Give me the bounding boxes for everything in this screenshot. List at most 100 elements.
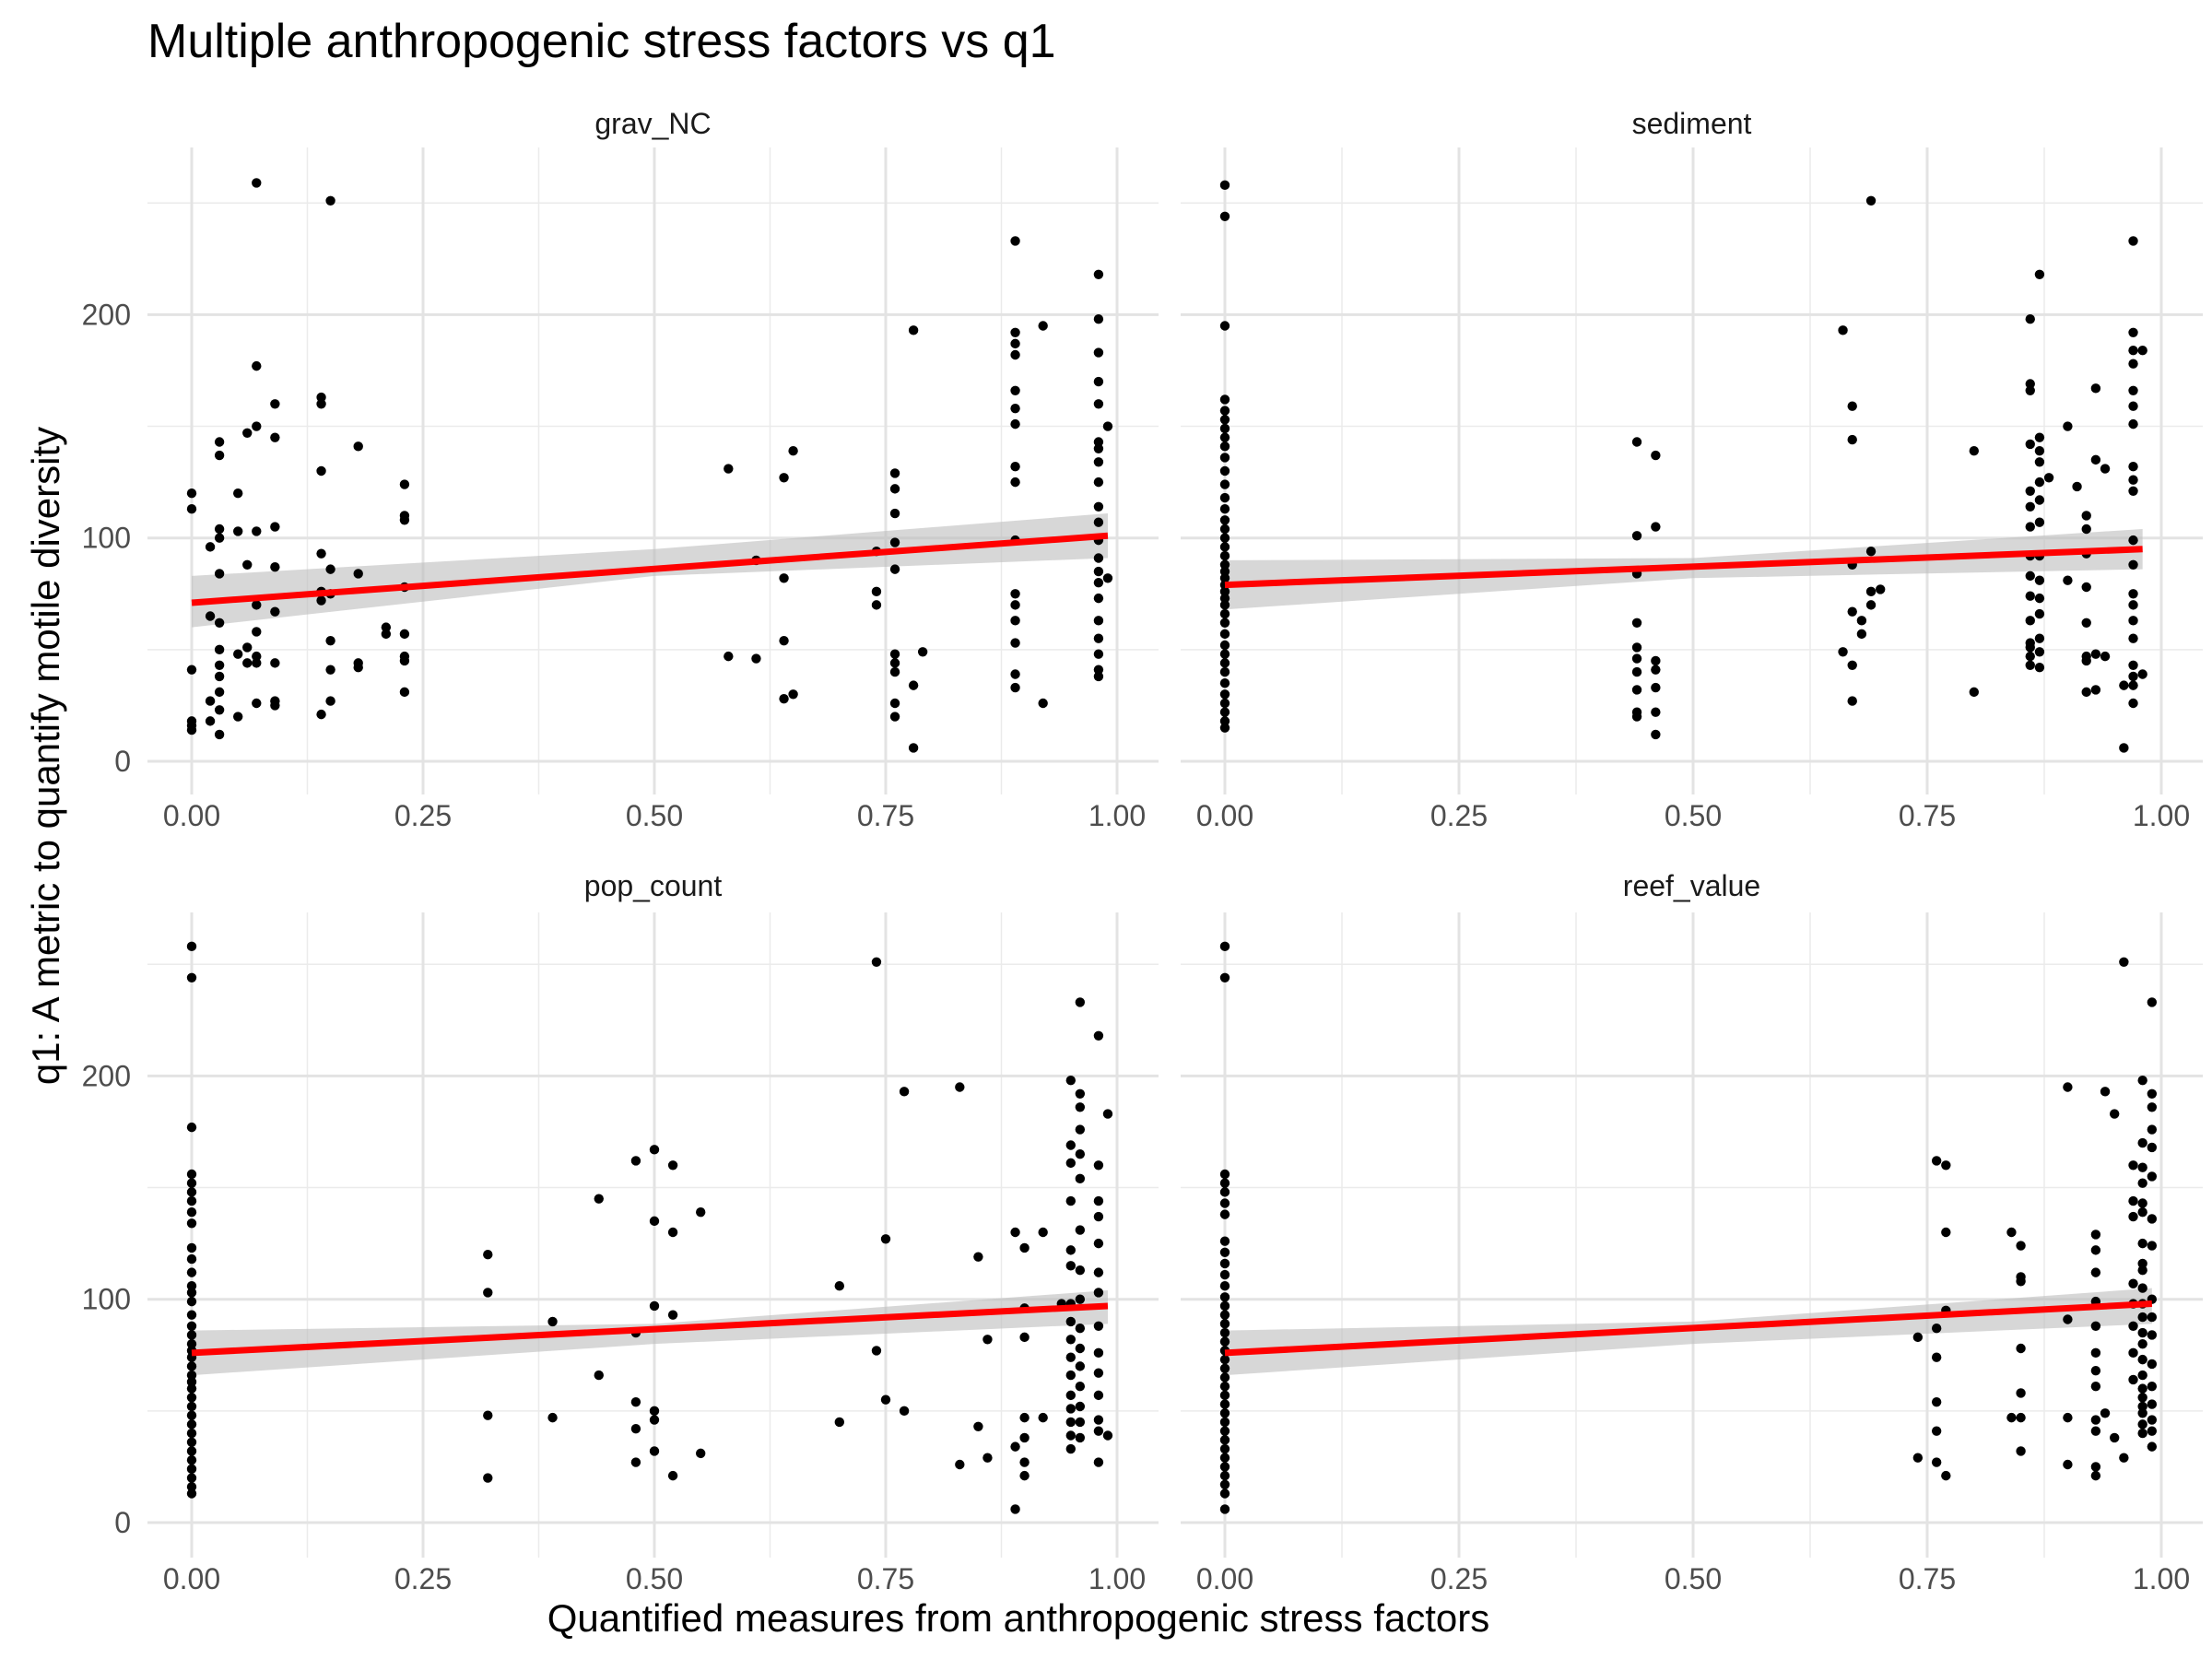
- data-point: [1065, 1404, 1077, 1414]
- data-point: [1219, 465, 1230, 477]
- data-point: [2137, 1338, 2147, 1349]
- data-point: [2063, 1459, 2073, 1470]
- data-point: [1219, 600, 1230, 610]
- data-point: [1865, 586, 1877, 597]
- data-point: [1219, 1310, 1230, 1320]
- data-point: [2081, 618, 2091, 628]
- data-point: [214, 660, 225, 671]
- data-point: [2100, 1408, 2111, 1418]
- data-point: [1019, 1332, 1030, 1343]
- data-point: [2137, 1238, 2147, 1249]
- data-point: [1219, 1453, 1230, 1463]
- data-point: [2137, 1401, 2147, 1412]
- data-point: [1075, 1361, 1086, 1371]
- data-point: [1876, 584, 1886, 594]
- data-point: [1219, 1399, 1230, 1409]
- data-point: [1093, 665, 1104, 675]
- data-point: [1075, 1381, 1086, 1392]
- data-point: [1065, 1352, 1077, 1362]
- data-point: [2147, 1214, 2158, 1224]
- data-point: [2137, 1198, 2147, 1208]
- data-point: [1651, 665, 1661, 675]
- data-point: [1065, 1430, 1077, 1441]
- data-point: [982, 1453, 993, 1463]
- data-point: [1651, 682, 1661, 693]
- data-point: [955, 1459, 965, 1470]
- x-tick-label: 0.00: [163, 799, 220, 832]
- data-point: [2025, 616, 2035, 626]
- data-point: [1019, 1432, 1030, 1443]
- x-tick-label: 0.25: [394, 1562, 452, 1595]
- data-point: [2090, 1245, 2101, 1255]
- data-point: [649, 1446, 660, 1456]
- data-point: [2034, 445, 2045, 456]
- x-tick-label: 0.00: [1196, 799, 1253, 832]
- data-point: [880, 1234, 891, 1244]
- data-point: [2025, 591, 2035, 601]
- data-point: [2128, 345, 2138, 356]
- data-point: [1093, 577, 1104, 588]
- data-point: [186, 1310, 197, 1320]
- data-point: [2081, 524, 2091, 535]
- x-tick-label: 0.00: [1196, 1562, 1253, 1595]
- data-point: [1219, 677, 1230, 688]
- data-point: [2147, 1359, 2158, 1370]
- data-point: [1093, 1160, 1104, 1171]
- data-point: [186, 1178, 197, 1188]
- data-point: [1651, 655, 1661, 666]
- data-point: [214, 533, 225, 543]
- data-point: [1075, 1124, 1086, 1135]
- data-point: [186, 1280, 197, 1291]
- data-point: [214, 729, 225, 740]
- data-point: [2128, 236, 2138, 246]
- x-tick-label: 0.25: [1430, 1562, 1488, 1595]
- data-point: [2128, 385, 2138, 395]
- x-tick-label: 1.00: [1088, 1562, 1146, 1595]
- data-point: [871, 586, 882, 597]
- data-point: [186, 1288, 197, 1298]
- data-point: [2137, 1354, 2147, 1365]
- data-point: [1219, 211, 1230, 221]
- data-point: [917, 647, 928, 657]
- data-point: [214, 671, 225, 682]
- data-point: [2137, 1419, 2147, 1430]
- data-point: [788, 689, 798, 700]
- data-point: [270, 606, 280, 617]
- data-point: [242, 428, 253, 439]
- data-point: [1075, 1225, 1086, 1235]
- data-point: [1219, 1504, 1230, 1514]
- data-point: [2147, 1415, 2158, 1425]
- data-point: [325, 635, 335, 646]
- data-point: [2128, 616, 2138, 626]
- data-point: [1075, 1401, 1086, 1412]
- data-point: [908, 680, 919, 690]
- data-point: [2034, 495, 2045, 505]
- data-point: [1219, 1319, 1230, 1329]
- data-point: [2072, 481, 2082, 492]
- data-point: [630, 1156, 641, 1166]
- data-point: [1219, 666, 1230, 677]
- data-point: [2090, 1230, 2101, 1240]
- data-point: [242, 642, 253, 653]
- data-point: [1219, 1381, 1230, 1392]
- data-point: [1219, 406, 1230, 416]
- data-point: [1075, 1294, 1086, 1304]
- data-point: [1856, 616, 1867, 626]
- data-point: [667, 1470, 678, 1481]
- data-point: [1931, 1352, 1942, 1362]
- data-point: [2016, 1343, 2026, 1354]
- data-point: [1010, 338, 1020, 349]
- data-point: [871, 957, 882, 968]
- data-point: [186, 1321, 197, 1331]
- data-point: [1010, 616, 1020, 626]
- data-point: [1219, 1247, 1230, 1258]
- data-point: [2025, 379, 2035, 389]
- data-point: [1010, 1227, 1020, 1238]
- data-point: [667, 1160, 678, 1171]
- x-tick-label: 1.00: [2133, 1562, 2190, 1595]
- data-point: [186, 1206, 197, 1218]
- data-point: [2128, 660, 2138, 671]
- data-point: [1093, 1347, 1104, 1359]
- data-point: [1219, 321, 1230, 331]
